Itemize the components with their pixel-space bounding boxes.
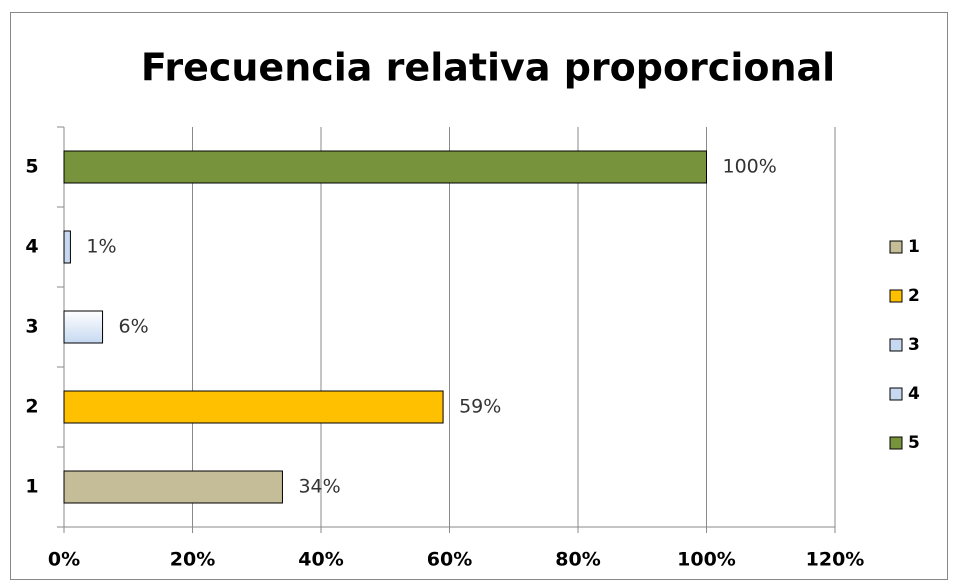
y-tick-label: 5 <box>25 156 38 178</box>
y-tick-label: 2 <box>25 396 38 418</box>
bar <box>63 150 707 184</box>
value-label: 59% <box>459 396 501 418</box>
value-label: 100% <box>723 156 777 178</box>
legend-label: 4 <box>908 384 920 404</box>
x-tick-label: 0% <box>48 549 80 571</box>
bar <box>63 390 444 424</box>
y-tick-label: 4 <box>25 236 38 258</box>
chart-title: Frecuencia relativa proporcional <box>141 46 835 90</box>
bar <box>63 470 283 504</box>
x-tick-label: 60% <box>427 549 472 571</box>
legend-swatch <box>889 240 903 254</box>
x-tick-label: 100% <box>677 549 736 571</box>
legend-label: 5 <box>908 433 920 453</box>
legend-label: 2 <box>908 286 920 306</box>
bar <box>63 230 71 264</box>
x-tick-label: 120% <box>806 549 865 571</box>
legend-swatch <box>889 289 903 303</box>
legend-swatch <box>889 387 903 401</box>
y-tick-label: 1 <box>25 476 38 498</box>
x-tick-label: 80% <box>555 549 600 571</box>
legend-label: 1 <box>908 237 920 257</box>
value-label: 6% <box>119 316 149 338</box>
bar <box>63 310 104 344</box>
legend-label: 3 <box>908 335 920 355</box>
legend-swatch <box>889 436 903 450</box>
x-tick-label: 40% <box>298 549 343 571</box>
x-tick-label: 20% <box>170 549 215 571</box>
legend-swatch <box>889 338 903 352</box>
value-label: 34% <box>298 476 340 498</box>
y-tick-label: 3 <box>25 316 38 338</box>
value-label: 1% <box>86 236 116 258</box>
